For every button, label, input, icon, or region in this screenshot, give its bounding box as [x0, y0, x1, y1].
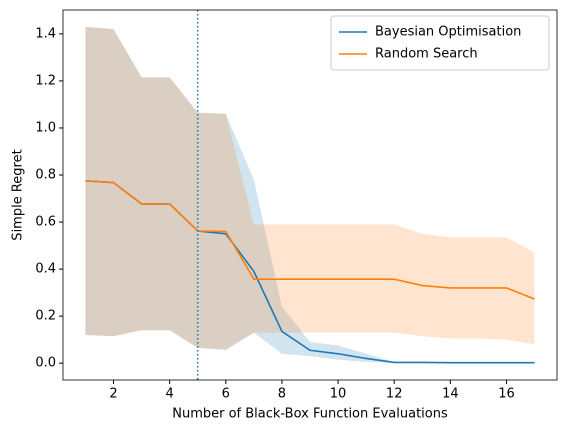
legend-label: Bayesian Optimisation	[375, 25, 521, 40]
y-tick-label: 0.0	[35, 356, 56, 371]
x-tick-label: 12	[386, 387, 403, 402]
plot-frame	[62, 9, 558, 381]
y-tick-label: 0.6	[35, 215, 56, 230]
x-tick-label: 4	[166, 387, 174, 402]
x-tick-label: 8	[278, 387, 286, 402]
y-tick-label: 0.8	[35, 168, 56, 183]
x-tick-label: 16	[498, 387, 515, 402]
x-tick-label: 6	[222, 387, 230, 402]
y-tick-label: 1.2	[35, 73, 56, 88]
legend-label: Random Search	[375, 47, 478, 62]
y-tick-label: 1.0	[35, 120, 56, 135]
x-axis-label: Number of Black-Box Function Evaluations	[172, 407, 448, 422]
x-tick-label: 14	[442, 387, 459, 402]
x-tick-label: 2	[109, 387, 117, 402]
legend-box	[330, 15, 550, 71]
line	[85, 180, 535, 300]
y-tick-label: 1.4	[35, 26, 56, 41]
y-axis-label: Simple Regret	[11, 149, 26, 240]
y-tick-label: 0.4	[35, 262, 56, 277]
confidence-band	[85, 26, 535, 350]
x-tick-label: 10	[330, 387, 347, 402]
y-tick-label: 0.2	[35, 309, 56, 324]
